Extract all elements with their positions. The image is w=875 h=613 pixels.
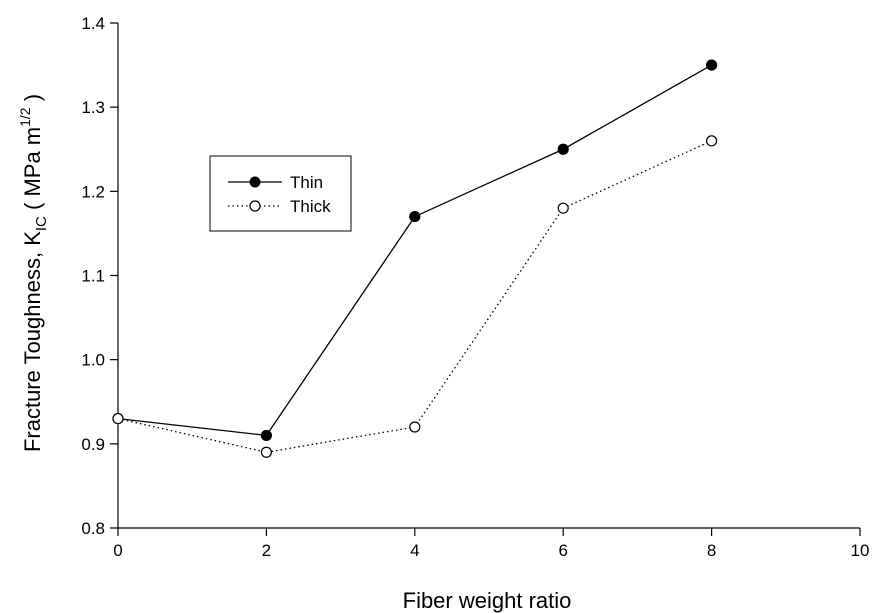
- data-point-thick: [260, 446, 272, 458]
- x-ticks: 0 2 4 6 8 10: [113, 528, 869, 560]
- y-tick-label: 1.2: [81, 182, 105, 201]
- data-point-thin: [409, 210, 421, 223]
- series-layer: [112, 59, 718, 458]
- y-axis-title-main: Fracture Toughness, K: [20, 231, 45, 452]
- legend-marker-thick: [249, 200, 261, 212]
- axes: [117, 23, 860, 529]
- data-point-thick: [112, 412, 124, 425]
- data-point-thin: [260, 429, 272, 442]
- y-tick-label: 1.0: [81, 351, 105, 370]
- x-axis-title: Fiber weight ratio: [403, 588, 572, 613]
- series-line-thick: [117, 140, 712, 453]
- x-tick-label: 6: [558, 541, 567, 560]
- legend-entry-thin: Thin: [228, 173, 323, 192]
- data-point-thin: [557, 143, 569, 155]
- legend-marker-thin: [249, 176, 261, 188]
- y-tick-label: 1.3: [81, 98, 105, 117]
- legend-entry-thick: Thick: [228, 197, 331, 216]
- x-tick-label: 10: [851, 541, 870, 560]
- legend-label-thin: Thin: [290, 173, 323, 192]
- y-axis-title-superscript: 1/2: [17, 107, 33, 127]
- data-point-thick: [557, 202, 569, 214]
- x-tick-label: 4: [410, 541, 419, 560]
- y-tick-label: 0.9: [81, 435, 105, 454]
- x-tick-label: 8: [707, 541, 716, 560]
- y-axis-title-close: ): [20, 94, 45, 107]
- data-point-thick: [409, 421, 421, 433]
- legend-label-thick: Thick: [290, 197, 331, 216]
- x-tick-label: 0: [113, 541, 122, 560]
- y-axis-title-subscript: IC: [33, 216, 50, 231]
- y-ticks: 0.8 0.9 1.0 1.1 1.2 1.3 1.4: [81, 14, 118, 538]
- series-line-thin: [117, 64, 712, 437]
- y-tick-label: 0.8: [81, 519, 105, 538]
- x-tick-label: 2: [262, 541, 271, 560]
- data-point-thick: [705, 135, 718, 147]
- legend: Thin Thick: [209, 155, 352, 232]
- legend-box: [209, 155, 352, 232]
- y-axis-title-unit: ( MPa m: [20, 127, 45, 216]
- y-tick-label: 1.4: [81, 14, 105, 33]
- y-axis-title: Fracture Toughness, KIC ( MPa m1/2 ): [17, 94, 50, 452]
- y-tick-label: 1.1: [81, 267, 105, 286]
- data-point-thin: [705, 59, 718, 71]
